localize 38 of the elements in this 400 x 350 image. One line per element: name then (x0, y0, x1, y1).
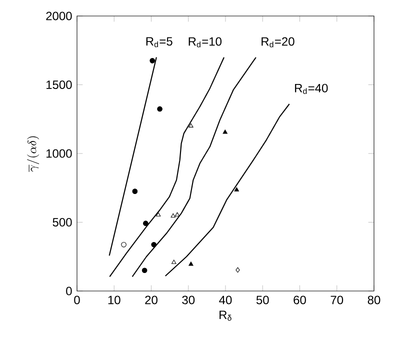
point (236, 267, 240, 273)
point (174, 212, 180, 216)
point (188, 262, 194, 266)
series-label: R$_{d}$=10 (188, 37, 222, 48)
x-tick-label: 50 (256, 296, 269, 304)
point (172, 260, 176, 264)
point (188, 123, 194, 128)
y-tick-label: 2000 (46, 12, 72, 20)
x-tick-label: 60 (294, 296, 306, 304)
x-tick-label: 70 (330, 296, 344, 304)
point (142, 268, 148, 274)
x-tick-label: 20 (145, 296, 158, 304)
x-tick-label: 10 (108, 296, 120, 304)
x-tick-label: 80 (368, 296, 380, 304)
series-label: R$_{d}$=20 (262, 37, 294, 48)
line-series (109, 56, 225, 278)
point (170, 213, 176, 218)
y-tick-label: 0 (66, 286, 72, 296)
x-tick-label: 0 (74, 296, 80, 304)
point (121, 242, 126, 248)
point (234, 187, 239, 192)
y-tick-label: 1500 (46, 80, 72, 90)
y-tick-label: 500 (52, 218, 72, 227)
point (222, 130, 228, 134)
x-tick-label: 30 (182, 296, 195, 304)
point (150, 58, 156, 64)
point (132, 188, 138, 194)
x-axis-title: R$_{δ}$ (220, 310, 232, 321)
series-label: R$_{d}$=40 (295, 84, 328, 94)
point (143, 220, 148, 226)
y-tick-label: 1000 (46, 149, 72, 158)
series-label: R$_{d}$=5 (146, 37, 172, 48)
point (156, 212, 161, 216)
line-series (132, 56, 256, 278)
x-tick-label: 40 (219, 296, 232, 304)
y-axis-title: $\overline{\gamma}/(\alpha\delta)$ (27, 136, 40, 172)
point (151, 242, 157, 248)
point (157, 106, 162, 112)
